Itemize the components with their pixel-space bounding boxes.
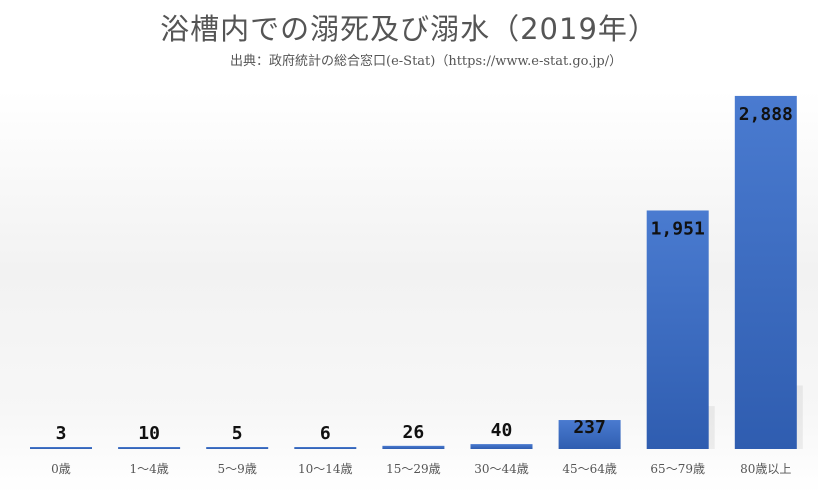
bar-0: [30, 447, 92, 449]
chart-title: 浴槽内での溺死及び溺水（2019年）: [160, 12, 658, 46]
value-label-4: 26: [403, 422, 425, 443]
chart-subtitle: 出典：政府統計の総合窓口(e-Stat)（https://www.e-stat.…: [230, 54, 623, 69]
category-label-8: 80歳以上: [740, 462, 791, 476]
value-label-7: 1,951: [651, 218, 705, 239]
category-label-3: 10～14歳: [298, 462, 353, 476]
bar-7: [646, 210, 709, 449]
value-label-3: 6: [320, 423, 331, 444]
value-label-5: 40: [491, 420, 513, 441]
value-label-2: 5: [232, 423, 243, 444]
value-label-6: 237: [573, 417, 606, 438]
category-label-1: 1～4歳: [129, 462, 168, 476]
bar-3: [294, 447, 357, 449]
category-label-6: 45～64歳: [562, 462, 617, 476]
value-label-1: 10: [138, 423, 160, 444]
value-label-8: 2,888: [739, 104, 793, 125]
category-label-5: 30～44歳: [474, 462, 529, 476]
category-label-7: 65～79歳: [650, 462, 705, 476]
value-label-0: 3: [56, 423, 67, 444]
category-label-2: 5～9歳: [218, 462, 257, 476]
category-label-0: 0歳: [51, 462, 71, 476]
category-label-4: 15～29歳: [386, 462, 441, 476]
bar-2: [206, 447, 269, 449]
bar-6: [558, 420, 621, 449]
bar-4: [382, 445, 445, 449]
bar-8: [734, 95, 797, 450]
bar-1: [118, 447, 181, 449]
bar-5: [470, 444, 533, 449]
